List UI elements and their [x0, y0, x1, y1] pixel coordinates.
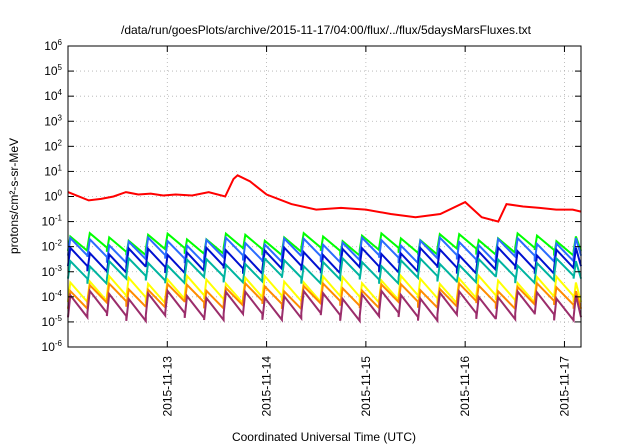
- series-line-6: [67, 273, 582, 306]
- series-line-5: [67, 256, 582, 287]
- y-tick-label: 105: [44, 63, 62, 78]
- series-line-3: [67, 235, 582, 266]
- y-tick-label: 103: [44, 113, 62, 128]
- y-axis-label: protons/cm²-s-sr-MeV: [7, 138, 21, 254]
- x-tick-label: 2015-11-15: [359, 356, 373, 417]
- x-tick-label: 2015-11-16: [458, 356, 472, 417]
- series-layer: [67, 174, 582, 324]
- series-line-1: [67, 174, 582, 223]
- axis-ticks: 10-6 10-5 10-4 10-3 10-2 10-1 100 101 102 103 104 1…: [42, 38, 581, 417]
- x-tick-label: 2015-11-14: [260, 356, 274, 417]
- y-tick-label: 106: [44, 38, 62, 53]
- y-tick-label: 10-4: [42, 289, 63, 304]
- y-tick-label: 100: [44, 189, 62, 204]
- x-axis-label: Coordinated Universal Time (UTC): [232, 430, 416, 444]
- y-tick-label: 10-6: [42, 339, 63, 354]
- y-tick-label: 10-2: [42, 239, 63, 254]
- x-tick-label: 2015-11-17: [557, 356, 571, 417]
- chart-title: /data/run/goesPlots/archive/2015-11-17/0…: [121, 23, 532, 37]
- y-tick-label: 10-3: [42, 264, 63, 279]
- y-tick-label: 104: [44, 88, 62, 103]
- y-tick-label: 101: [44, 163, 62, 178]
- series-line-8: [67, 288, 582, 324]
- y-axis-label-text: protons/cm²-s-sr-MeV: [7, 138, 21, 254]
- y-tick-label: 102: [44, 138, 62, 153]
- series-line-4: [67, 245, 582, 277]
- y-tick-label: 10-1: [42, 214, 63, 229]
- y-tick-label: 10-5: [42, 314, 63, 329]
- x-tick-label: 2015-11-13: [160, 356, 174, 417]
